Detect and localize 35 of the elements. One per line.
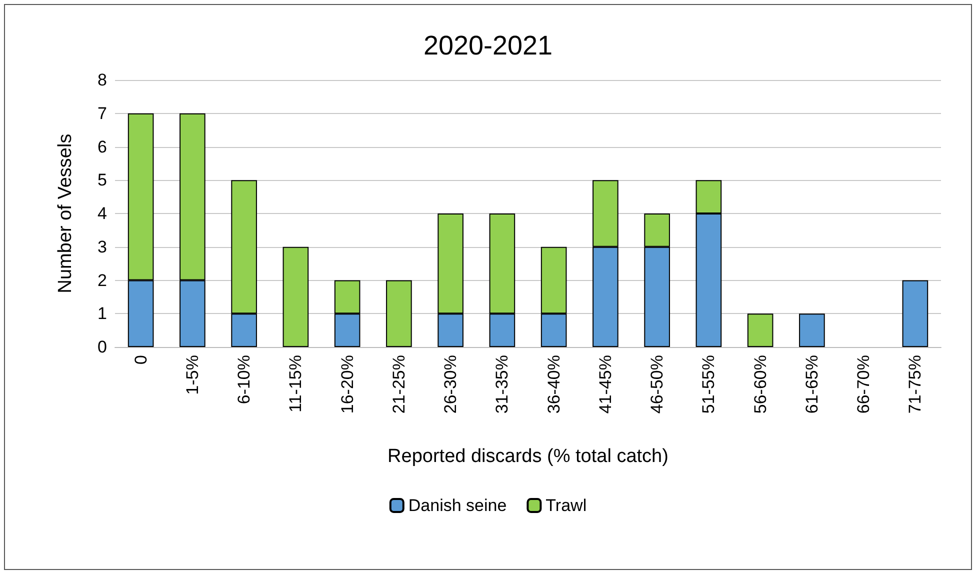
x-tick-label: 21-25% [389, 355, 408, 414]
x-tick-label: 61-65% [802, 355, 822, 414]
x-tick-label: 0 [131, 355, 150, 364]
x-tick-label: 56-60% [750, 355, 770, 414]
chart-title: 2020-2021 [423, 30, 553, 60]
x-tick-label: 16-20% [338, 355, 357, 414]
y-tick-label: 0 [98, 338, 107, 356]
y-tick-label: 5 [98, 170, 107, 190]
x-tick-label: 66-70% [854, 355, 874, 414]
x-tick-label: 1-5% [182, 355, 202, 395]
x-tick-label: 6-10% [234, 355, 254, 404]
y-tick-label: 3 [98, 237, 107, 256]
bar [386, 280, 412, 347]
x-tick-label: 11-15% [286, 355, 306, 412]
x-tick-label: 26-30% [441, 355, 460, 414]
y-tick-label: 6 [98, 137, 107, 156]
y-tick-label: 2 [98, 270, 107, 290]
y-tick-label: 4 [98, 204, 107, 223]
x-tick-label: 31-35% [492, 355, 512, 414]
y-tick-label: 1 [98, 304, 107, 324]
y-axis-title: Number of Vessels [55, 134, 76, 294]
x-tick-label: 71-75% [906, 355, 925, 414]
x-tick-label: 41-45% [596, 355, 615, 414]
legend-label: Danish seine [408, 496, 507, 515]
x-tick-label: 51-55% [699, 355, 718, 414]
bar [282, 246, 309, 347]
x-axis-title: Reported discards (% total catch) [388, 446, 668, 467]
x-tick-label: 46-50% [648, 355, 667, 414]
y-tick-label: 7 [98, 104, 107, 123]
bar [747, 314, 774, 347]
bar [902, 280, 928, 347]
bar [799, 314, 825, 347]
y-tick-label: 8 [98, 70, 107, 90]
legend-label: Trawl [546, 496, 587, 515]
x-tick-label: 36-40% [544, 355, 564, 414]
